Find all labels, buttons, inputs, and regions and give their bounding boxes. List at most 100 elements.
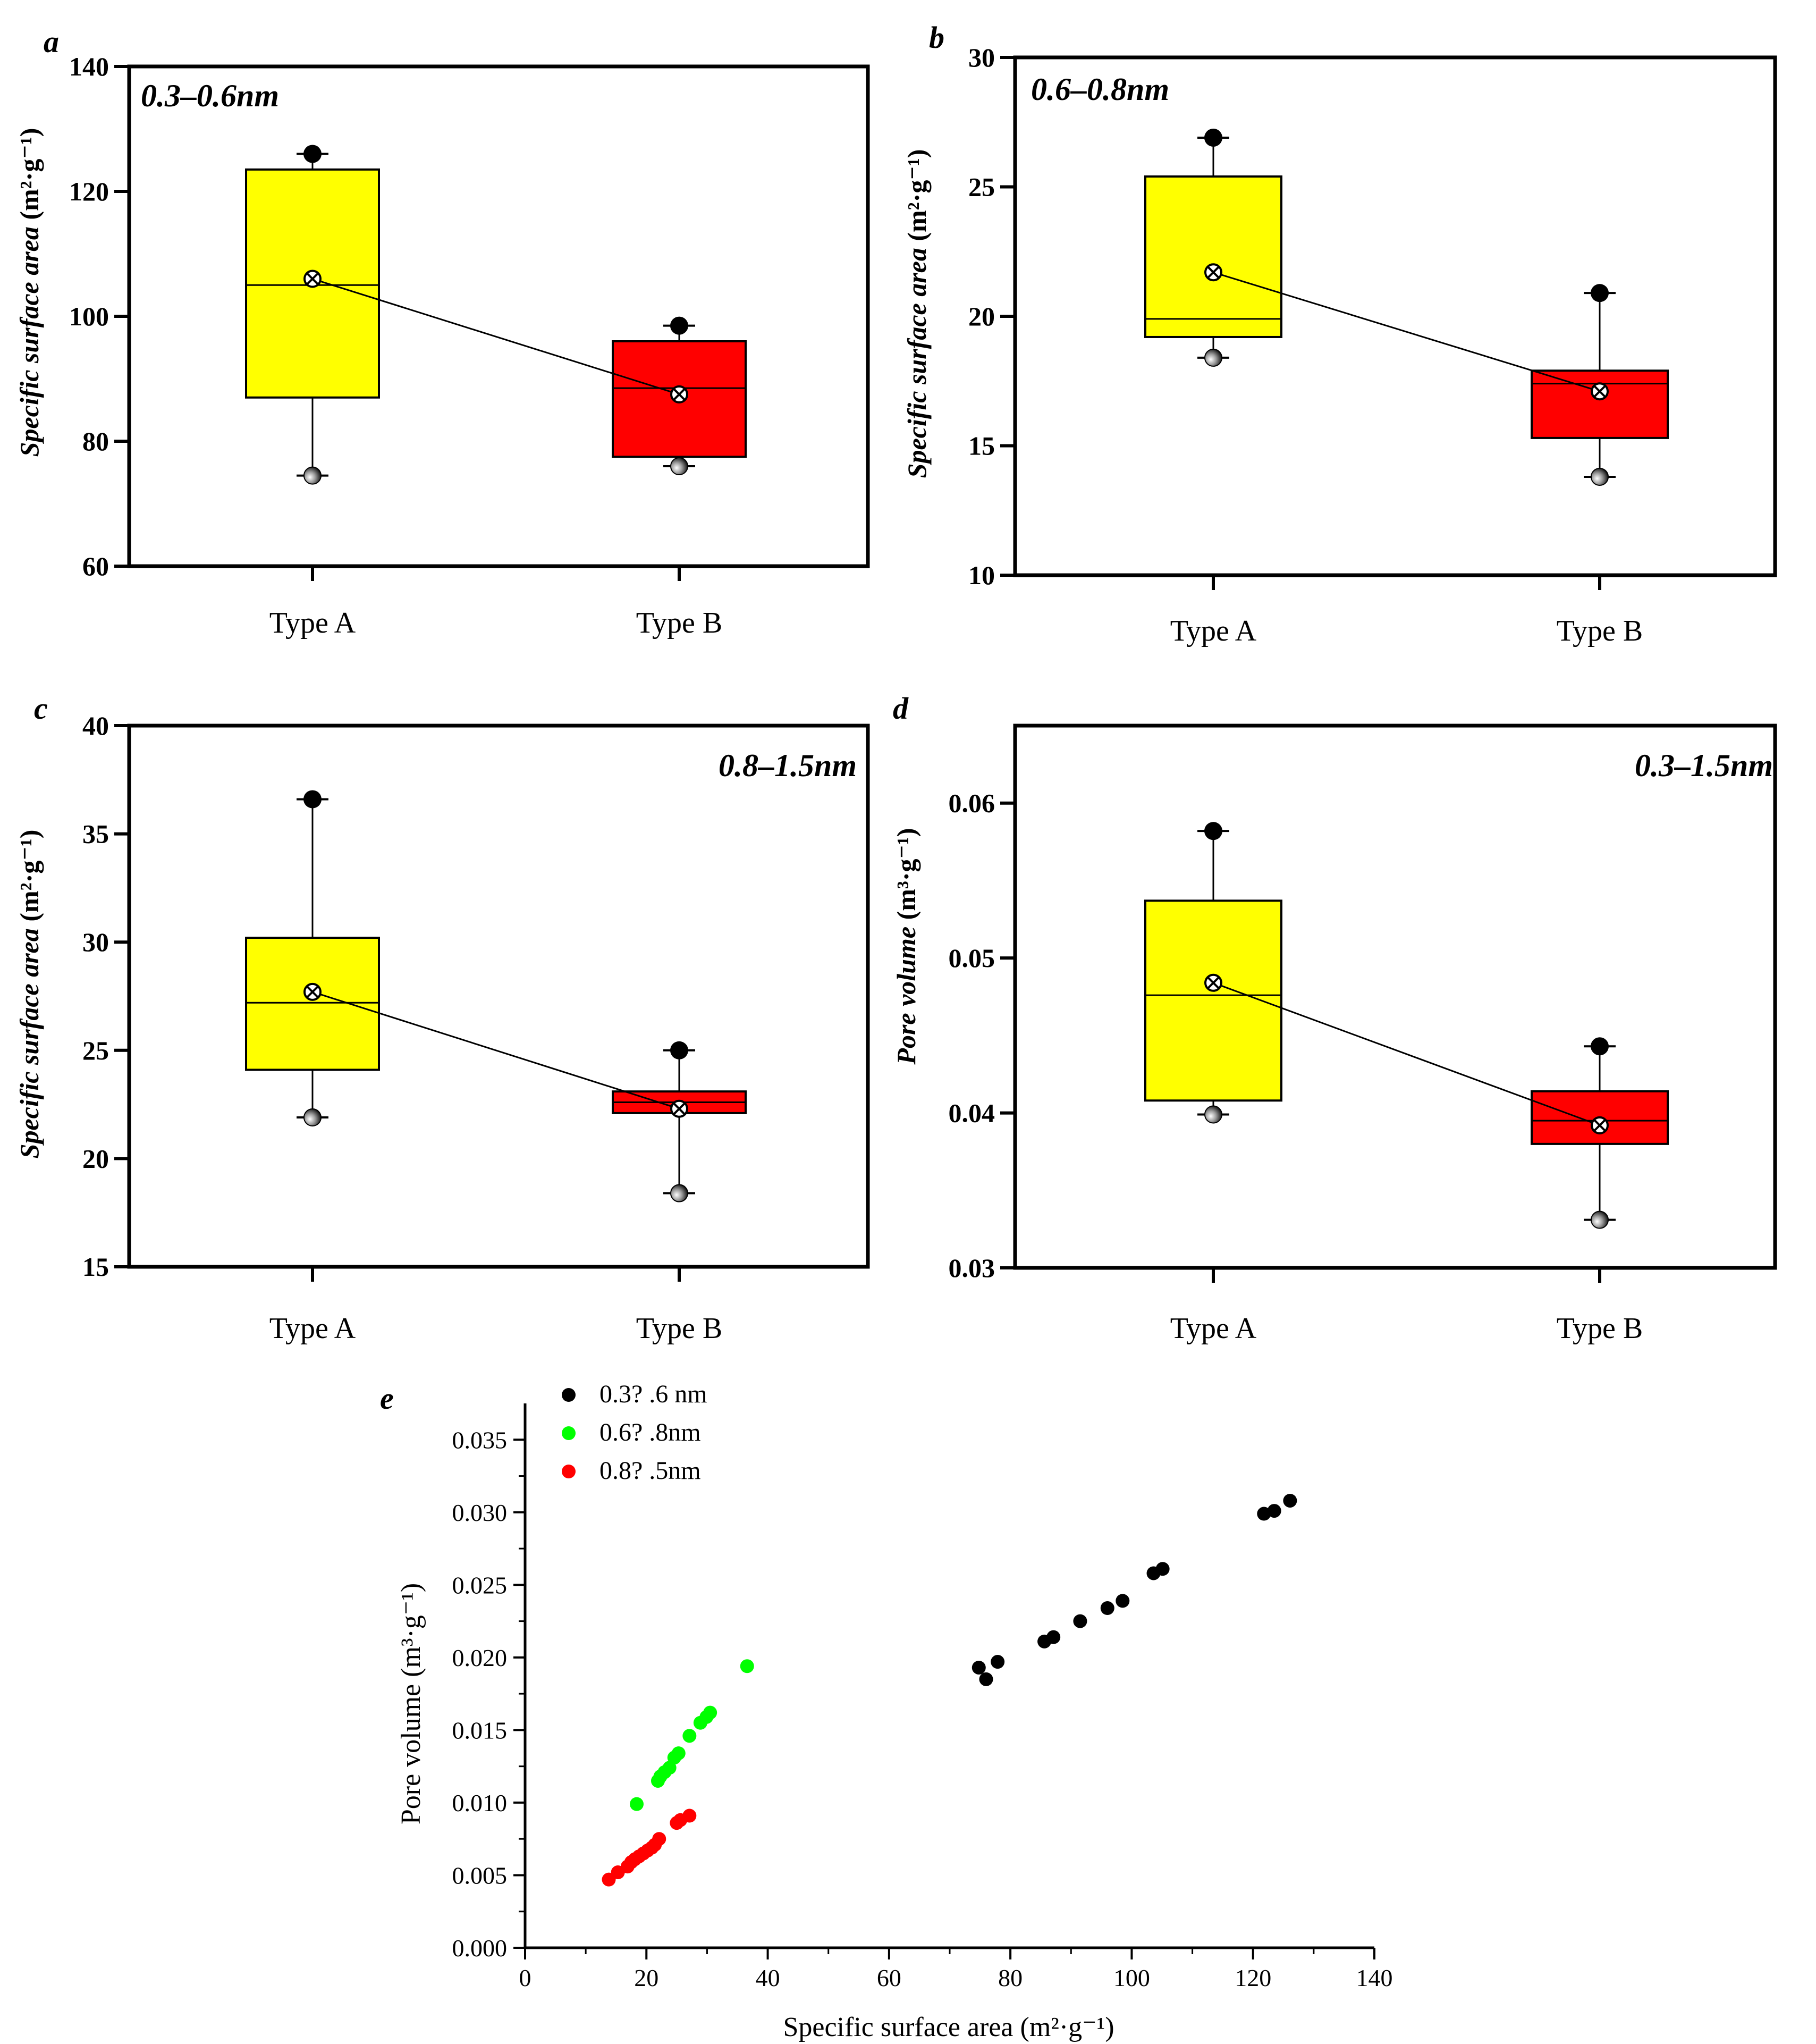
panel-b-ylabel-unit: (m²·g⁻¹) — [902, 149, 932, 241]
min-point — [1591, 467, 1609, 486]
y-tick-label: 0.035 — [452, 1426, 508, 1453]
panel-c-ylabel-unit: (m²·g⁻¹) — [14, 830, 44, 922]
x-tick-label: 0 — [519, 1964, 531, 1991]
y-tick-label: 10 — [968, 560, 995, 590]
panel-d-ylabel-unit: (m³·g⁻¹) — [891, 828, 921, 920]
series-0 — [972, 1493, 1297, 1686]
y-tick-label: 35 — [82, 819, 109, 849]
mean-marker — [670, 1099, 688, 1118]
legend-label: 0.3? .6 nm — [599, 1380, 707, 1408]
y-tick-label: 0.000 — [452, 1934, 508, 1962]
y-tick-label: 60 — [82, 551, 109, 581]
box-body — [1531, 369, 1669, 439]
panel-d-range-label: 0.3–1.5nm — [1635, 748, 1773, 783]
data-point — [671, 1746, 686, 1761]
data-point — [1073, 1614, 1087, 1628]
min-point — [303, 1108, 322, 1127]
category-label: Type A — [269, 607, 356, 640]
y-tick-label: 15 — [968, 431, 995, 461]
mean-marker-cross — [306, 273, 319, 285]
y-tick-label: 15 — [82, 1252, 109, 1282]
y-tick-label: 40 — [82, 711, 109, 741]
y-tick-label: 140 — [69, 52, 109, 81]
data-point — [991, 1655, 1005, 1669]
y-tick-label: 0.030 — [452, 1499, 508, 1526]
x-tick-label: 140 — [1356, 1964, 1393, 1991]
panel-a-label: a — [44, 24, 59, 59]
min-point — [670, 1184, 688, 1202]
plot-frame — [1013, 55, 1777, 577]
data-point — [1046, 1630, 1061, 1644]
box-body — [245, 937, 380, 1071]
data-point — [630, 1797, 644, 1811]
mean-marker-cross — [1207, 266, 1220, 279]
max-point — [1204, 128, 1222, 147]
min-point — [1591, 1210, 1609, 1229]
category-label: Type A — [269, 1312, 356, 1345]
y-tick-label: 20 — [82, 1143, 109, 1173]
mean-marker — [1591, 382, 1609, 401]
mean-marker — [303, 982, 322, 1001]
panel-d: d 0.3–1.5nm Pore volume (m³·g⁻¹) 0.030.0… — [891, 691, 1777, 1345]
y-tick-label: 25 — [968, 172, 995, 202]
y-tick-label: 0.015 — [452, 1717, 508, 1744]
panel-a: a 0.3–0.6nm Specific surface area (m²·g⁻… — [14, 24, 870, 640]
category-label: Type A — [1170, 615, 1257, 647]
panel-e-label: e — [380, 1381, 394, 1416]
x-tick-label: 80 — [998, 1964, 1023, 1991]
data-point — [1100, 1601, 1114, 1616]
category-label: Type B — [1557, 615, 1643, 647]
legend-label: 0.8? .5nm — [599, 1457, 701, 1485]
y-tick-label: 120 — [69, 176, 109, 206]
legend-label: 0.6? .8nm — [599, 1418, 701, 1446]
max-point — [303, 790, 322, 809]
panel-a-ylabel-unit: (m²·g⁻¹) — [14, 128, 44, 220]
x-tick-label: 60 — [877, 1964, 901, 1991]
x-tick-label: 40 — [756, 1964, 780, 1991]
panel-c-ylabel: Specific surface area (m²·g⁻¹) — [14, 830, 44, 1159]
mean-connector — [1213, 982, 1600, 1126]
x-tick-label: 20 — [634, 1964, 658, 1991]
panel-b: b 0.6–0.8nm Specific surface area (m²·g⁻… — [902, 20, 1777, 647]
max-point — [1591, 284, 1609, 302]
mean-connector — [312, 991, 680, 1110]
y-tick-label: 20 — [968, 301, 995, 331]
legend-marker — [562, 1426, 576, 1440]
y-tick-label: 0.04 — [949, 1098, 995, 1128]
mean-marker — [1591, 1116, 1609, 1134]
legend-marker — [562, 1388, 576, 1402]
panel-b-plot: 10 15 20 25 30 Type A Type B — [968, 43, 1777, 647]
mean-connector — [312, 278, 680, 396]
panel-d-ylabel-text: Pore volume — [891, 927, 921, 1065]
panel-a-range-label: 0.3–0.6nm — [141, 78, 279, 113]
panel-e-legend: 0.3? .6 nm 0.6? .8nm 0.8? .5nm — [562, 1380, 707, 1485]
y-tick-label: 0.03 — [949, 1253, 995, 1283]
y-tick-label: 25 — [82, 1036, 109, 1065]
mean-marker-cross — [673, 1103, 686, 1115]
panel-c-range-label: 0.8–1.5nm — [719, 748, 857, 783]
plot-frame — [127, 64, 870, 568]
panel-d-ylabel: Pore volume (m³·g⁻¹) — [891, 828, 921, 1065]
data-point — [972, 1660, 986, 1675]
category-label: Type A — [1170, 1312, 1257, 1345]
panel-a-plot: 60 80 100 120 140 Type A Type B — [69, 52, 870, 640]
min-point — [670, 457, 688, 475]
panel-c-ylabel-text: Specific surface area — [14, 928, 44, 1158]
mean-marker-cross — [1593, 385, 1606, 398]
min-point — [1204, 1105, 1222, 1124]
panel-e: e Specific surface area (m²·g⁻¹) Pore vo… — [380, 1380, 1393, 2042]
min-point — [303, 466, 322, 485]
max-point — [670, 1041, 688, 1059]
data-point — [1283, 1493, 1297, 1508]
mean-marker — [1204, 263, 1222, 282]
y-tick-label: 0.05 — [949, 943, 995, 973]
mean-marker — [670, 385, 688, 403]
box-body — [1144, 899, 1282, 1102]
mean-marker-cross — [306, 986, 319, 998]
y-tick-label: 30 — [968, 43, 995, 72]
mean-marker-cross — [673, 388, 686, 401]
y-tick-label: 80 — [82, 426, 109, 456]
data-point — [682, 1809, 697, 1823]
y-tick-label: 100 — [69, 301, 109, 331]
